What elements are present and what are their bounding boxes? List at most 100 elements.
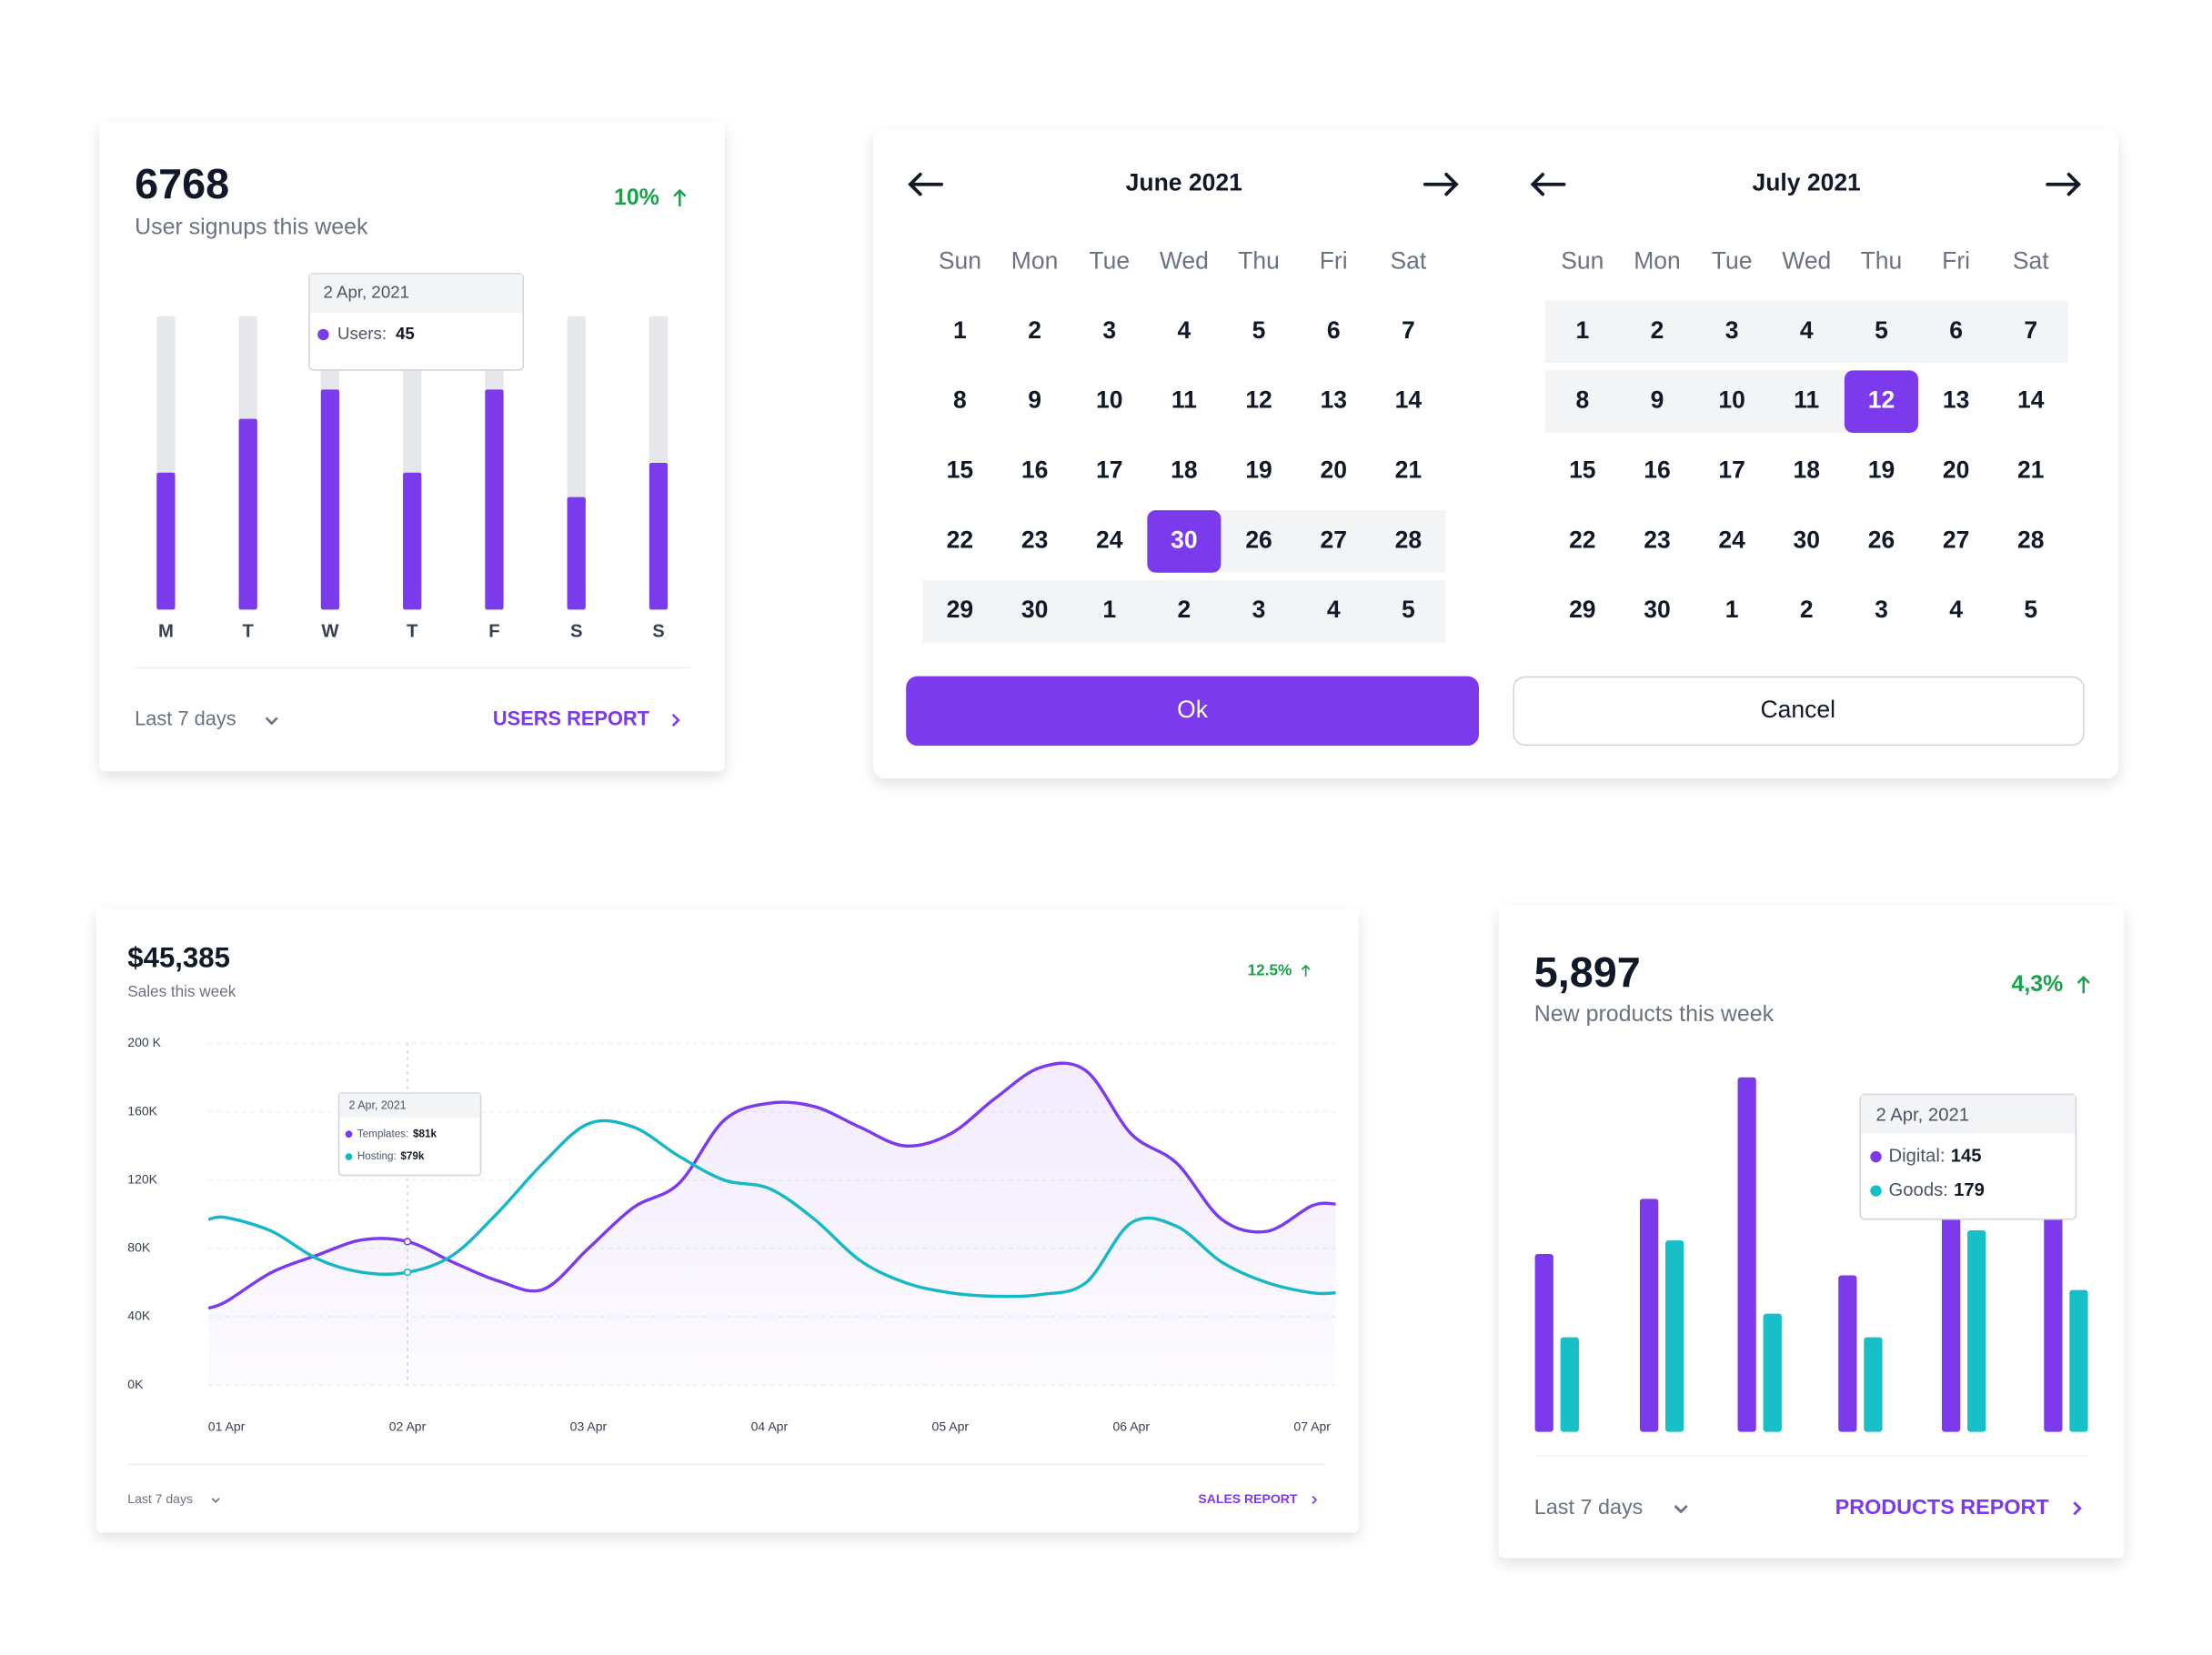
month-title: July 2021 <box>1752 169 1860 196</box>
prev-month-button[interactable] <box>908 172 944 196</box>
day[interactable]: 4 <box>1178 316 1191 344</box>
day[interactable]: 7 <box>1402 316 1415 344</box>
ok-button-label[interactable]: Ok <box>1177 696 1209 723</box>
day[interactable]: 24 <box>1718 526 1745 553</box>
range-cell <box>997 579 1072 643</box>
day[interactable]: 2 <box>1178 596 1191 623</box>
day[interactable]: 12 <box>1868 386 1895 414</box>
day[interactable]: 5 <box>1875 316 1888 344</box>
day[interactable]: 30 <box>1171 526 1197 553</box>
range-cell <box>1619 370 1695 433</box>
legend-dot <box>1870 1150 1882 1163</box>
day[interactable]: 28 <box>2017 526 2044 553</box>
day[interactable]: 11 <box>1794 386 1819 414</box>
bar <box>1534 1254 1553 1432</box>
day[interactable]: 2 <box>1028 316 1041 344</box>
day[interactable]: 3 <box>1875 596 1888 623</box>
cancel-button-label[interactable]: Cancel <box>1761 696 1836 723</box>
day[interactable]: 30 <box>1644 596 1670 623</box>
day[interactable]: 2 <box>1800 596 1814 623</box>
day[interactable]: 2 <box>1651 316 1664 344</box>
day[interactable]: 6 <box>1949 316 1963 344</box>
day[interactable]: 8 <box>953 386 967 414</box>
range-cell <box>1844 300 1919 364</box>
tooltip-label: Templates: <box>357 1128 409 1139</box>
day[interactable]: 26 <box>1245 526 1272 553</box>
day[interactable]: 1 <box>1725 596 1739 623</box>
day[interactable]: 4 <box>1327 596 1341 623</box>
cancel-button[interactable] <box>1513 676 2085 747</box>
weekday-label: Wed <box>1160 246 1209 274</box>
day[interactable]: 6 <box>1327 316 1341 344</box>
day[interactable]: 4 <box>1949 596 1963 623</box>
day[interactable]: 22 <box>947 526 973 553</box>
day[interactable]: 9 <box>1028 386 1041 414</box>
ok-button[interactable] <box>906 676 1480 747</box>
day[interactable]: 10 <box>1096 386 1122 414</box>
day[interactable]: 28 <box>1395 526 1422 553</box>
x-tick-label: 02 Apr <box>389 1419 427 1434</box>
day[interactable]: 22 <box>1569 526 1595 553</box>
day[interactable]: 30 <box>1021 596 1048 623</box>
day[interactable]: 5 <box>2024 596 2037 623</box>
day[interactable]: 29 <box>1569 596 1595 623</box>
day[interactable]: 1 <box>1575 316 1589 344</box>
day[interactable]: 26 <box>1868 526 1895 553</box>
day[interactable]: 18 <box>1794 456 1820 484</box>
day[interactable]: 13 <box>1320 386 1346 414</box>
day[interactable]: 16 <box>1644 456 1670 484</box>
day[interactable]: 20 <box>1320 456 1346 484</box>
y-tick-label: 200 K <box>127 1035 161 1049</box>
x-tick-label: 06 Apr <box>1112 1419 1150 1434</box>
report-link[interactable]: PRODUCTS REPORT <box>1835 1495 2050 1519</box>
day[interactable]: 15 <box>947 456 973 484</box>
day[interactable]: 1 <box>1102 596 1116 623</box>
day[interactable]: 7 <box>2024 316 2037 344</box>
day[interactable]: 17 <box>1718 456 1744 484</box>
day[interactable]: 14 <box>1395 386 1423 414</box>
day[interactable]: 14 <box>2017 386 2045 414</box>
day[interactable]: 8 <box>1575 386 1589 414</box>
day[interactable]: 19 <box>1868 456 1895 484</box>
report-link[interactable]: USERS REPORT <box>493 707 650 730</box>
day[interactable]: 10 <box>1718 386 1744 414</box>
card-value: 6768 <box>135 160 229 207</box>
period-select[interactable]: Last 7 days <box>127 1491 193 1506</box>
day[interactable]: 4 <box>1800 316 1814 344</box>
day[interactable]: 13 <box>1943 386 1969 414</box>
day[interactable]: 17 <box>1096 456 1122 484</box>
bar <box>1838 1275 1857 1432</box>
day[interactable]: 16 <box>1021 456 1048 484</box>
day[interactable]: 12 <box>1245 386 1272 414</box>
day[interactable]: 29 <box>947 596 973 623</box>
day[interactable]: 9 <box>1651 386 1664 414</box>
day[interactable]: 21 <box>1395 456 1422 484</box>
day[interactable]: 15 <box>1569 456 1595 484</box>
day[interactable]: 5 <box>1252 316 1266 344</box>
next-month-button[interactable] <box>2046 172 2082 196</box>
day[interactable]: 24 <box>1096 526 1123 553</box>
day[interactable]: 5 <box>1402 596 1415 623</box>
day[interactable]: 30 <box>1794 526 1820 553</box>
day[interactable]: 3 <box>1252 596 1266 623</box>
day[interactable]: 27 <box>1943 526 1969 553</box>
day[interactable]: 23 <box>1021 526 1048 553</box>
day[interactable]: 11 <box>1171 386 1197 414</box>
day[interactable]: 3 <box>1102 316 1116 344</box>
day[interactable]: 3 <box>1725 316 1739 344</box>
day[interactable]: 1 <box>953 316 967 344</box>
next-month-button[interactable] <box>1423 172 1459 196</box>
day[interactable]: 27 <box>1320 526 1346 553</box>
day[interactable]: 20 <box>1943 456 1969 484</box>
day[interactable]: 23 <box>1644 526 1670 553</box>
day[interactable]: 21 <box>2017 456 2044 484</box>
report-link[interactable]: SALES REPORT <box>1198 1491 1297 1506</box>
prev-month-button[interactable] <box>1530 172 1566 196</box>
x-tick-label: S <box>570 622 583 642</box>
period-select[interactable]: Last 7 days <box>135 707 236 730</box>
line <box>207 1118 1336 1299</box>
day[interactable]: 18 <box>1171 456 1197 484</box>
period-select[interactable]: Last 7 days <box>1534 1495 1644 1519</box>
y-tick-label: 120K <box>127 1171 157 1186</box>
day[interactable]: 19 <box>1245 456 1272 484</box>
